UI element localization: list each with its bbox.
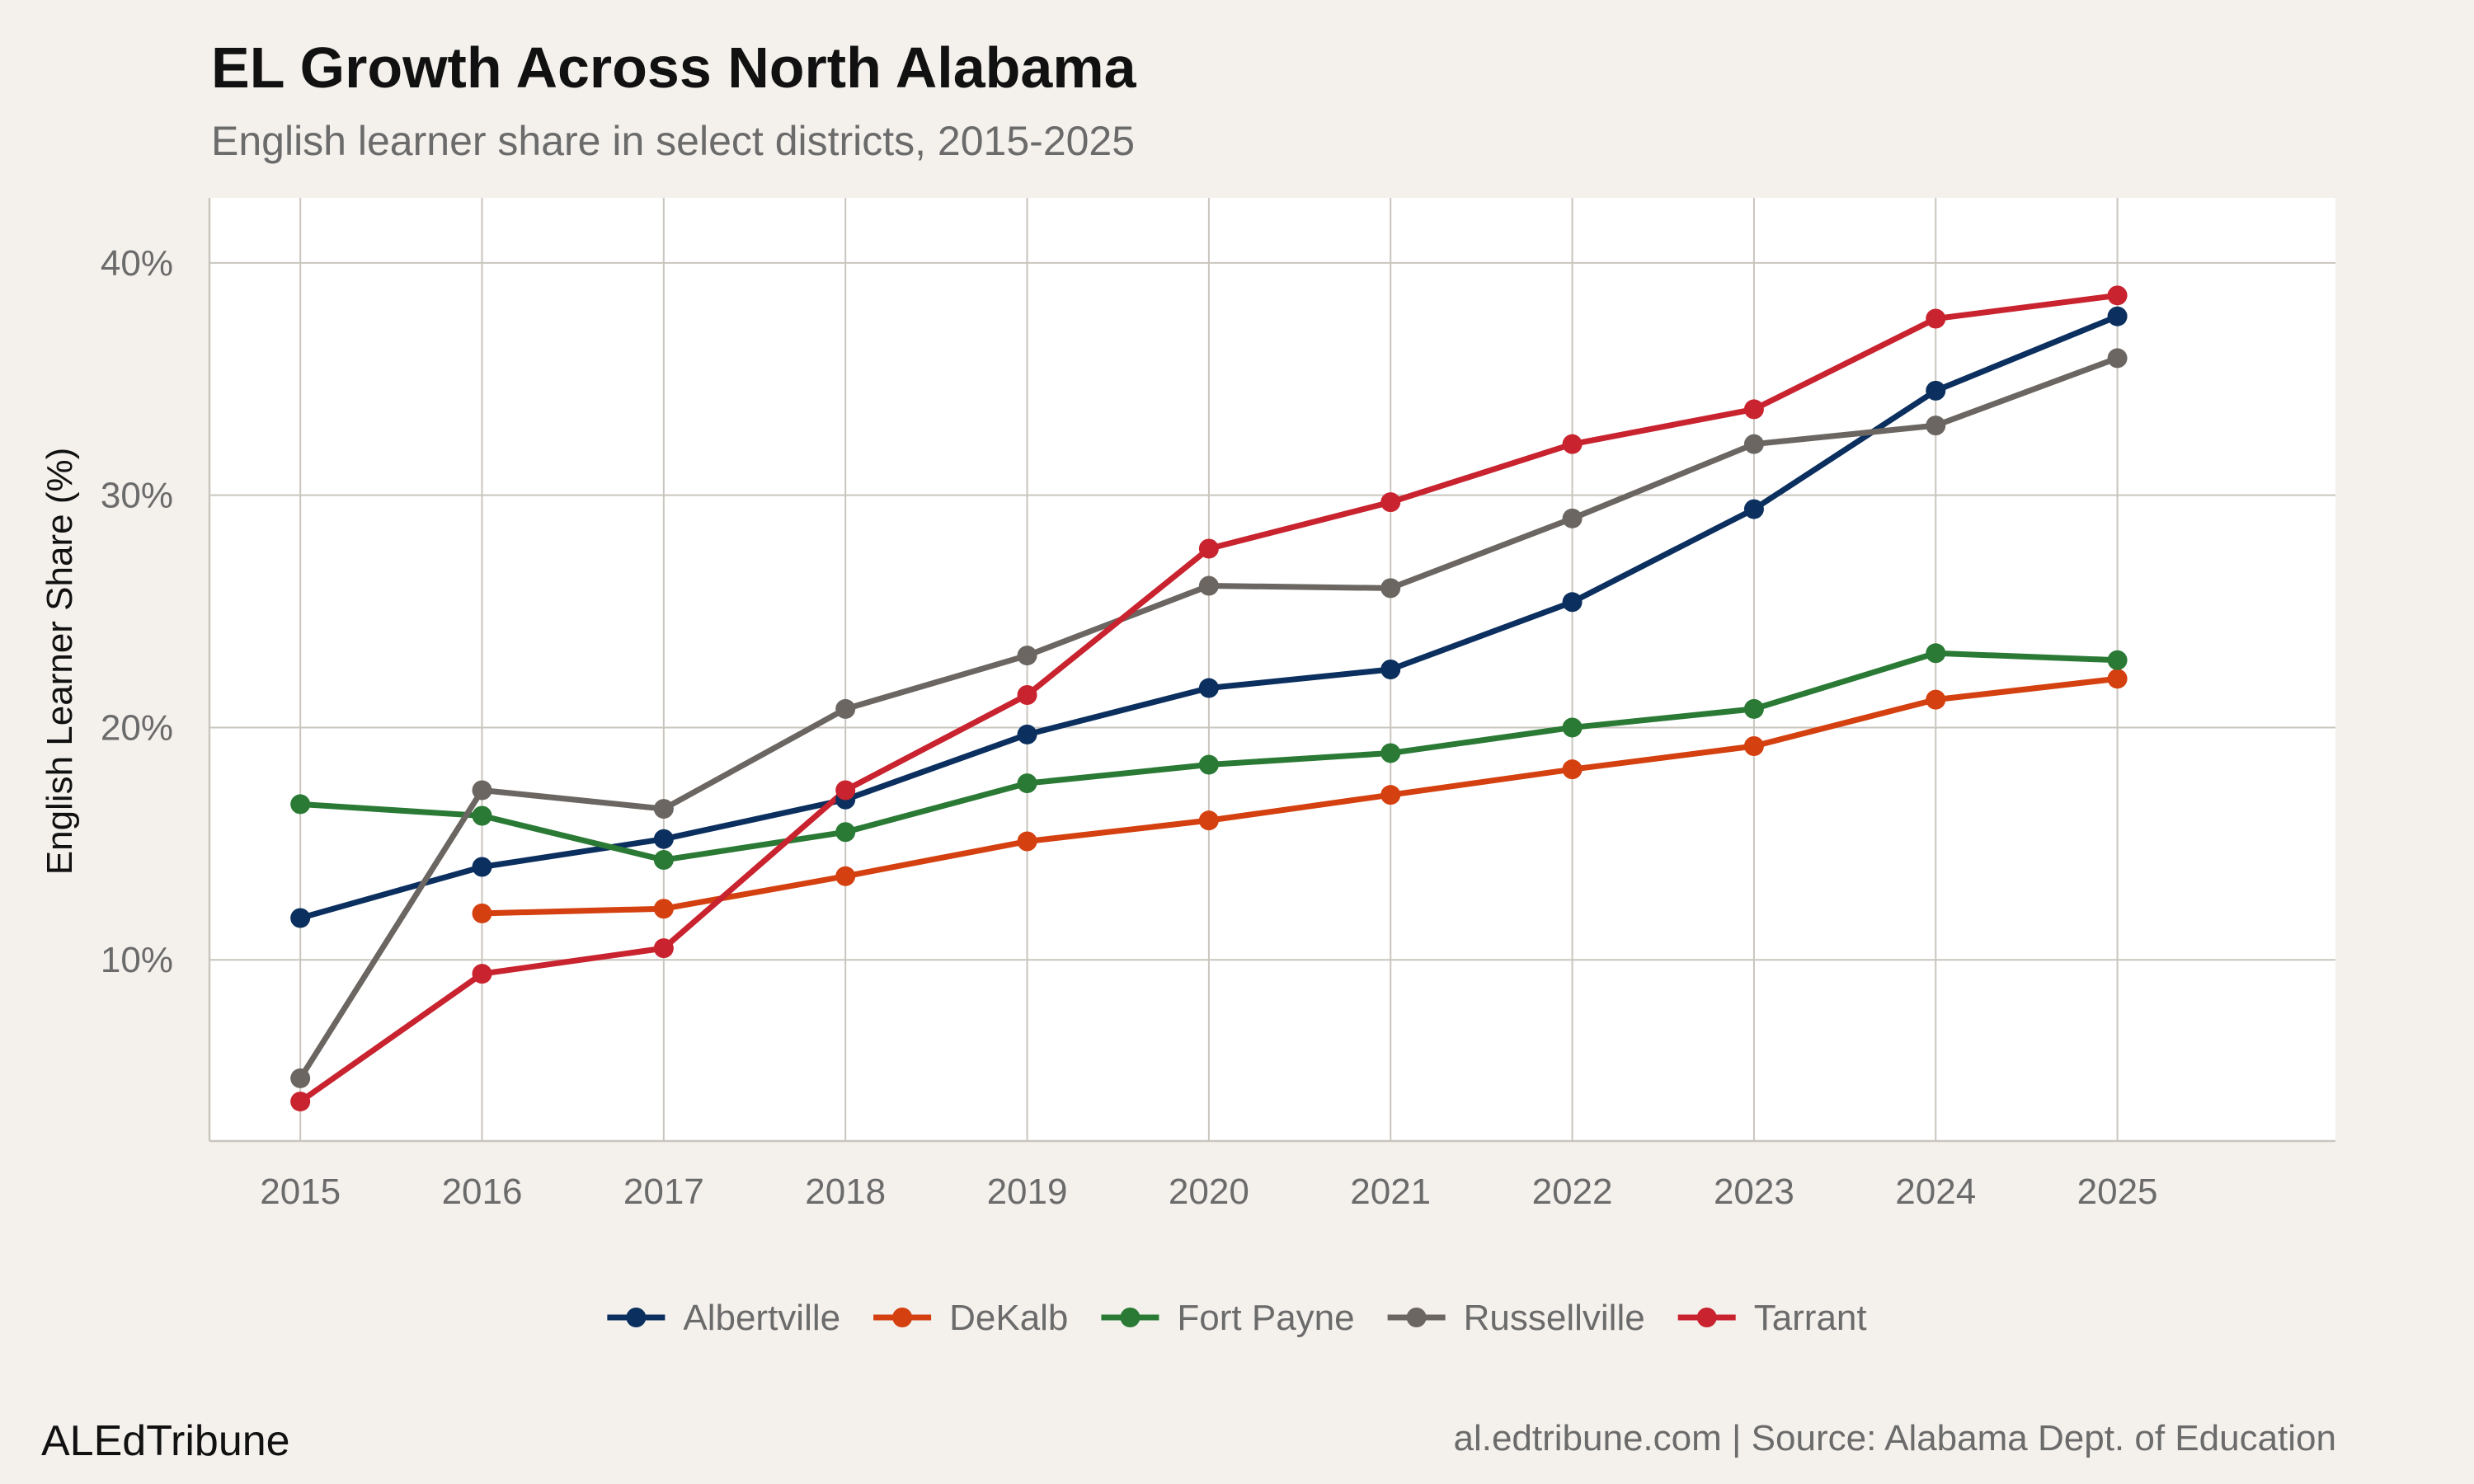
data-point-tarrant <box>835 780 856 801</box>
chart-subtitle: English learner share in select district… <box>211 118 1136 164</box>
data-point-dekalb <box>835 866 856 886</box>
data-point-albertville <box>1926 380 1946 401</box>
data-point-tarrant <box>653 938 674 959</box>
legend-key-dot <box>892 1308 913 1327</box>
data-point-fort-payne <box>290 794 311 815</box>
data-point-tarrant <box>1198 538 1219 559</box>
legend-key-dot <box>1120 1308 1141 1327</box>
data-point-dekalb <box>1380 785 1401 805</box>
y-tick-label: 30% <box>101 476 173 516</box>
legend-label: Russellville <box>1464 1298 1645 1338</box>
data-point-albertville <box>472 857 492 877</box>
x-tick-label: 2016 <box>442 1172 523 1212</box>
data-point-russellville <box>290 1068 311 1088</box>
data-point-fort-payne <box>1562 717 1583 738</box>
data-point-tarrant <box>472 964 492 984</box>
data-point-russellville <box>1743 434 1764 454</box>
legend-label: DeKalb <box>949 1298 1068 1338</box>
data-point-albertville <box>1743 499 1764 519</box>
data-point-russellville <box>1380 578 1401 599</box>
data-point-dekalb <box>1926 689 1946 710</box>
data-point-tarrant <box>1926 308 1946 329</box>
data-point-albertville <box>1380 660 1401 679</box>
legend-label: Albertville <box>683 1298 840 1338</box>
x-tick-label: 2022 <box>1532 1172 1613 1212</box>
legend-key-dot <box>1696 1308 1717 1327</box>
data-point-dekalb <box>2107 669 2128 689</box>
data-point-tarrant <box>1743 399 1764 420</box>
data-point-tarrant <box>1017 684 1037 705</box>
data-point-fort-payne <box>2107 650 2128 670</box>
data-point-fort-payne <box>1017 773 1037 794</box>
x-tick-label: 2019 <box>987 1172 1068 1212</box>
x-tick-label: 2025 <box>2077 1172 2158 1212</box>
data-point-fort-payne <box>653 850 674 871</box>
data-point-tarrant <box>1562 434 1583 454</box>
data-point-russellville <box>1017 646 1037 666</box>
y-tick-label: 20% <box>101 707 173 748</box>
legend-label: Fort Payne <box>1177 1298 1354 1338</box>
data-point-dekalb <box>1198 810 1219 831</box>
data-point-dekalb <box>1562 759 1583 780</box>
data-point-russellville <box>1926 416 1946 436</box>
series-line-dekalb <box>479 675 2121 917</box>
data-point-russellville <box>1562 508 1583 528</box>
data-point-fort-payne <box>472 805 492 826</box>
data-point-albertville <box>653 829 674 849</box>
data-point-fort-payne <box>1380 743 1401 763</box>
x-tick-label: 2023 <box>1714 1172 1794 1212</box>
data-point-tarrant <box>1380 492 1401 513</box>
data-point-dekalb <box>472 903 492 923</box>
y-tick-label: 10% <box>101 940 173 980</box>
x-tick-label: 2021 <box>1350 1172 1431 1212</box>
x-tick-label: 2017 <box>623 1172 704 1212</box>
data-point-fort-payne <box>835 822 856 843</box>
legend-label: Tarrant <box>1754 1298 1867 1338</box>
data-point-fort-payne <box>1926 643 1946 664</box>
data-point-fort-payne <box>1198 754 1219 775</box>
source-credit: al.edtribune.com | Source: Alabama Dept.… <box>1453 1418 2336 1458</box>
x-tick-label: 2018 <box>805 1172 886 1212</box>
plot-panel <box>209 198 2335 1141</box>
y-axis-title: English Learner Share (%) <box>40 448 80 875</box>
data-point-dekalb <box>653 899 674 919</box>
data-point-albertville <box>1562 592 1583 613</box>
data-point-russellville <box>653 799 674 819</box>
x-tick-label: 2020 <box>1169 1172 1249 1212</box>
x-tick-label: 2024 <box>1895 1172 1976 1212</box>
legend-key-dot <box>626 1308 647 1327</box>
data-point-russellville <box>1198 575 1219 596</box>
data-point-tarrant <box>2107 285 2128 306</box>
data-point-albertville <box>1017 724 1037 744</box>
legend-key-dot <box>1406 1308 1427 1327</box>
x-tick-label: 2015 <box>260 1172 341 1212</box>
data-point-albertville <box>1198 678 1219 698</box>
data-point-tarrant <box>290 1092 311 1112</box>
data-point-fort-payne <box>1743 698 1764 719</box>
y-tick-label: 40% <box>101 243 173 284</box>
data-point-russellville <box>2107 348 2128 369</box>
data-point-albertville <box>2107 306 2128 326</box>
chart-title: EL Growth Across North Alabama <box>211 35 1136 100</box>
data-point-russellville <box>835 698 856 719</box>
data-point-dekalb <box>1743 735 1764 756</box>
data-point-russellville <box>472 780 492 801</box>
data-point-albertville <box>290 908 311 928</box>
brand-logo-text: ALEdTribune <box>41 1417 290 1465</box>
data-point-dekalb <box>1017 831 1037 852</box>
